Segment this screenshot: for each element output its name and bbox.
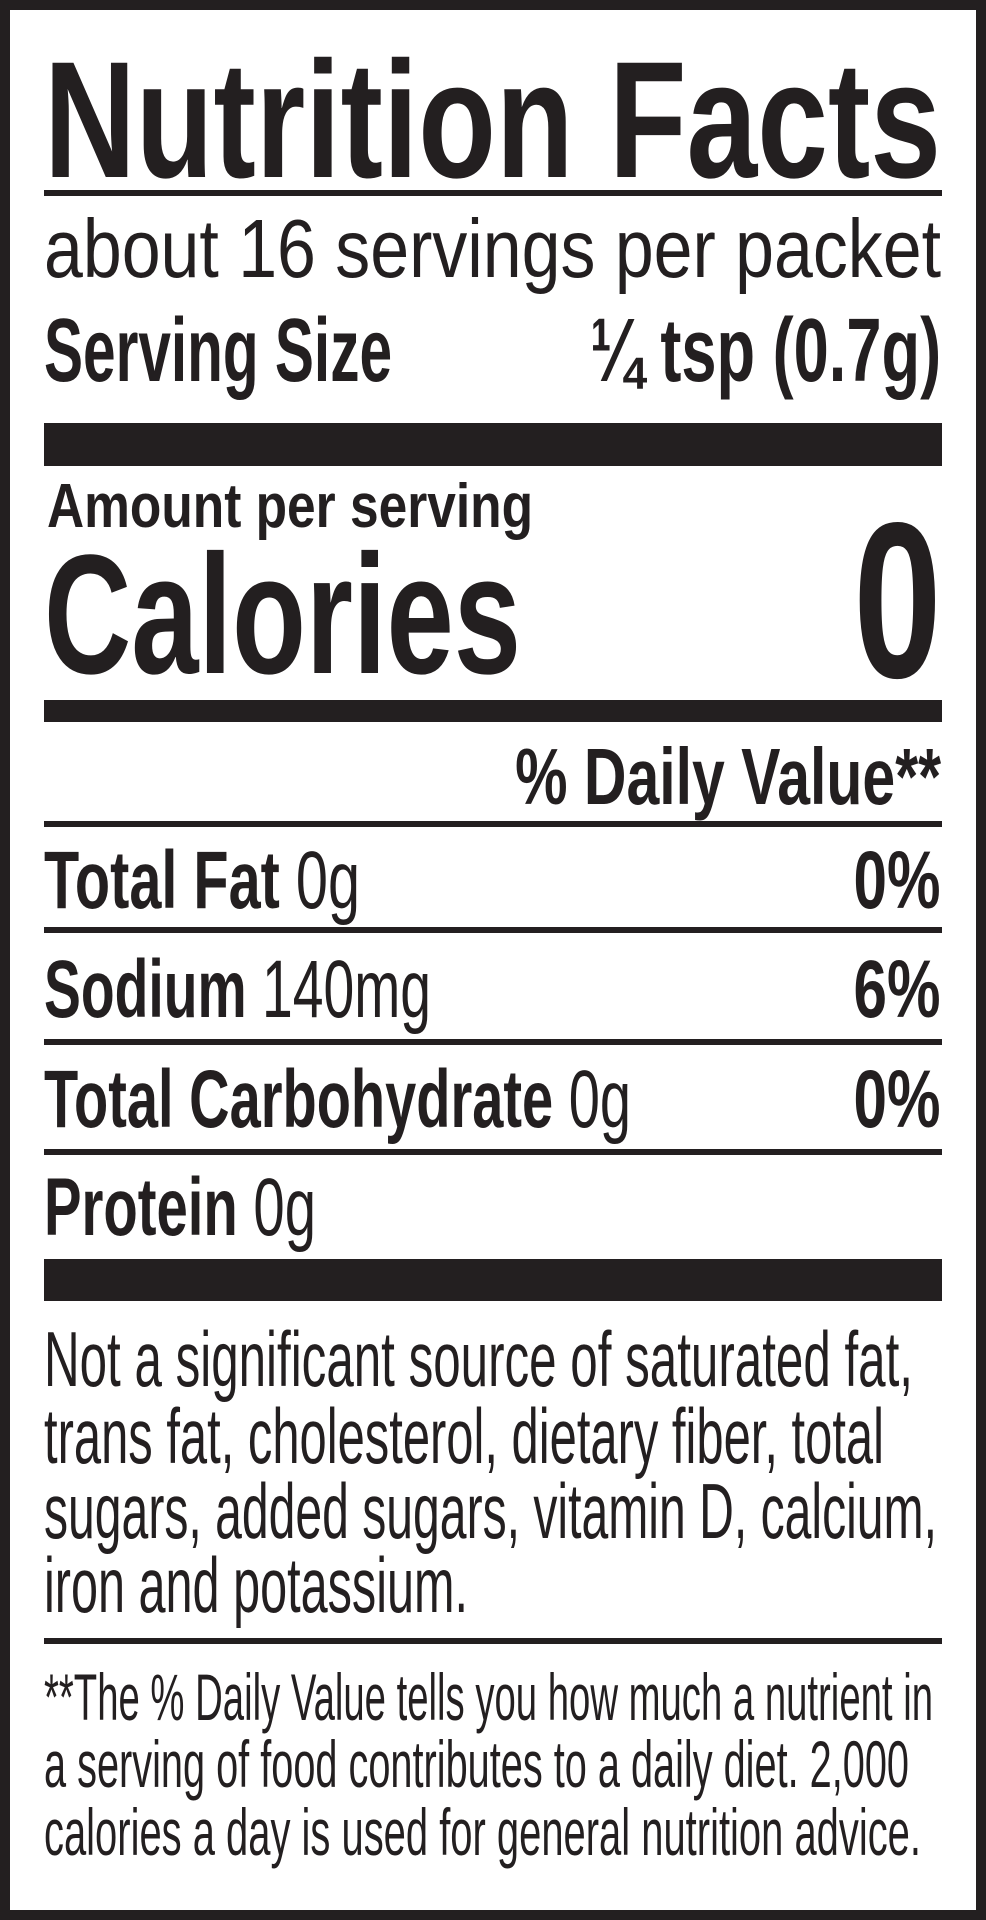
title-text: Nutrition Facts [44, 28, 941, 213]
calories-label: Calories [44, 520, 715, 710]
not-significant-line: sugars, added sugars, vitamin D, calcium… [44, 1467, 986, 1555]
daily-value-header: % Daily Value** [363, 737, 941, 817]
nutrient-row-total-fat: Total Fat 0g [44, 840, 494, 922]
thick-bar [44, 1259, 942, 1301]
nutrient-name: Sodium [44, 944, 247, 1035]
serving-size-label: Serving Size [44, 306, 579, 396]
divider [44, 1039, 942, 1045]
calories-value-text: 0 [853, 477, 941, 725]
line-text: a serving of food contributes to a daily… [44, 1727, 909, 1801]
nutrient-row-sodium: Sodium 140mg [44, 949, 618, 1031]
nutrient-amount: 0g [568, 1054, 631, 1145]
nutrient-name: Protein [44, 1162, 238, 1253]
not-significant-line: iron and potassium. [44, 1541, 725, 1629]
amount-per-serving-text: Amount per serving [47, 472, 533, 541]
serving-size-value: ¼ tsp (0.7g) [441, 306, 941, 396]
serving-size-value-text: ¼ tsp (0.7g) [590, 301, 941, 401]
nutrient-dv: 0% [822, 840, 941, 922]
line-text: Not a significant source of saturated fa… [44, 1315, 914, 1403]
footnote-line: a serving of food contributes to a daily… [44, 1731, 986, 1797]
divider [44, 927, 942, 933]
dv-text: 0% [854, 835, 941, 926]
serving-size-label-text: Serving Size [44, 301, 392, 401]
thick-bar [44, 423, 942, 466]
divider [44, 1638, 942, 1644]
divider [44, 1149, 942, 1155]
nutrient-amount: 0g [253, 1162, 316, 1253]
divider [44, 190, 942, 196]
nutrient-amount: 140mg [262, 944, 431, 1035]
nutrient-dv: 0% [822, 1059, 941, 1141]
calories-value: 0 [818, 490, 941, 712]
not-significant-line: Not a significant source of saturated fa… [44, 1315, 986, 1403]
nutrient-amount: 0g [295, 835, 360, 926]
nutrient-row-total-carbohydrate: Total Carbohydrate 0g [44, 1059, 904, 1141]
divider [44, 821, 942, 827]
servings-per-container: about 16 servings per packet [44, 207, 986, 290]
dv-text: 0% [854, 1054, 941, 1145]
nutrient-name: Total Fat [44, 835, 280, 926]
line-text: calories a day is used for general nutri… [44, 1795, 921, 1869]
line-text: iron and potassium. [44, 1541, 468, 1629]
daily-value-header-text: % Daily Value** [515, 732, 941, 821]
title: Nutrition Facts [44, 38, 986, 204]
not-significant-line: trans fat, cholesterol, dietary fiber, t… [44, 1392, 986, 1480]
nutrient-name: Total Carbohydrate [44, 1054, 554, 1145]
medium-bar [44, 700, 942, 722]
nutrient-dv: 6% [822, 949, 941, 1031]
dv-text: 6% [854, 944, 941, 1035]
footnote-line: calories a day is used for general nutri… [44, 1799, 986, 1865]
line-text: sugars, added sugars, vitamin D, calcium… [44, 1467, 937, 1555]
servings-text: about 16 servings per packet [44, 202, 941, 295]
calories-label-text: Calories [44, 520, 521, 710]
footnote-line: **The % Daily Value tells you how much a… [44, 1664, 986, 1730]
line-text: **The % Daily Value tells you how much a… [44, 1660, 933, 1734]
amount-per-serving: Amount per serving [47, 476, 633, 538]
nutrient-row-protein: Protein 0g [44, 1167, 441, 1249]
line-text: trans fat, cholesterol, dietary fiber, t… [44, 1392, 884, 1480]
